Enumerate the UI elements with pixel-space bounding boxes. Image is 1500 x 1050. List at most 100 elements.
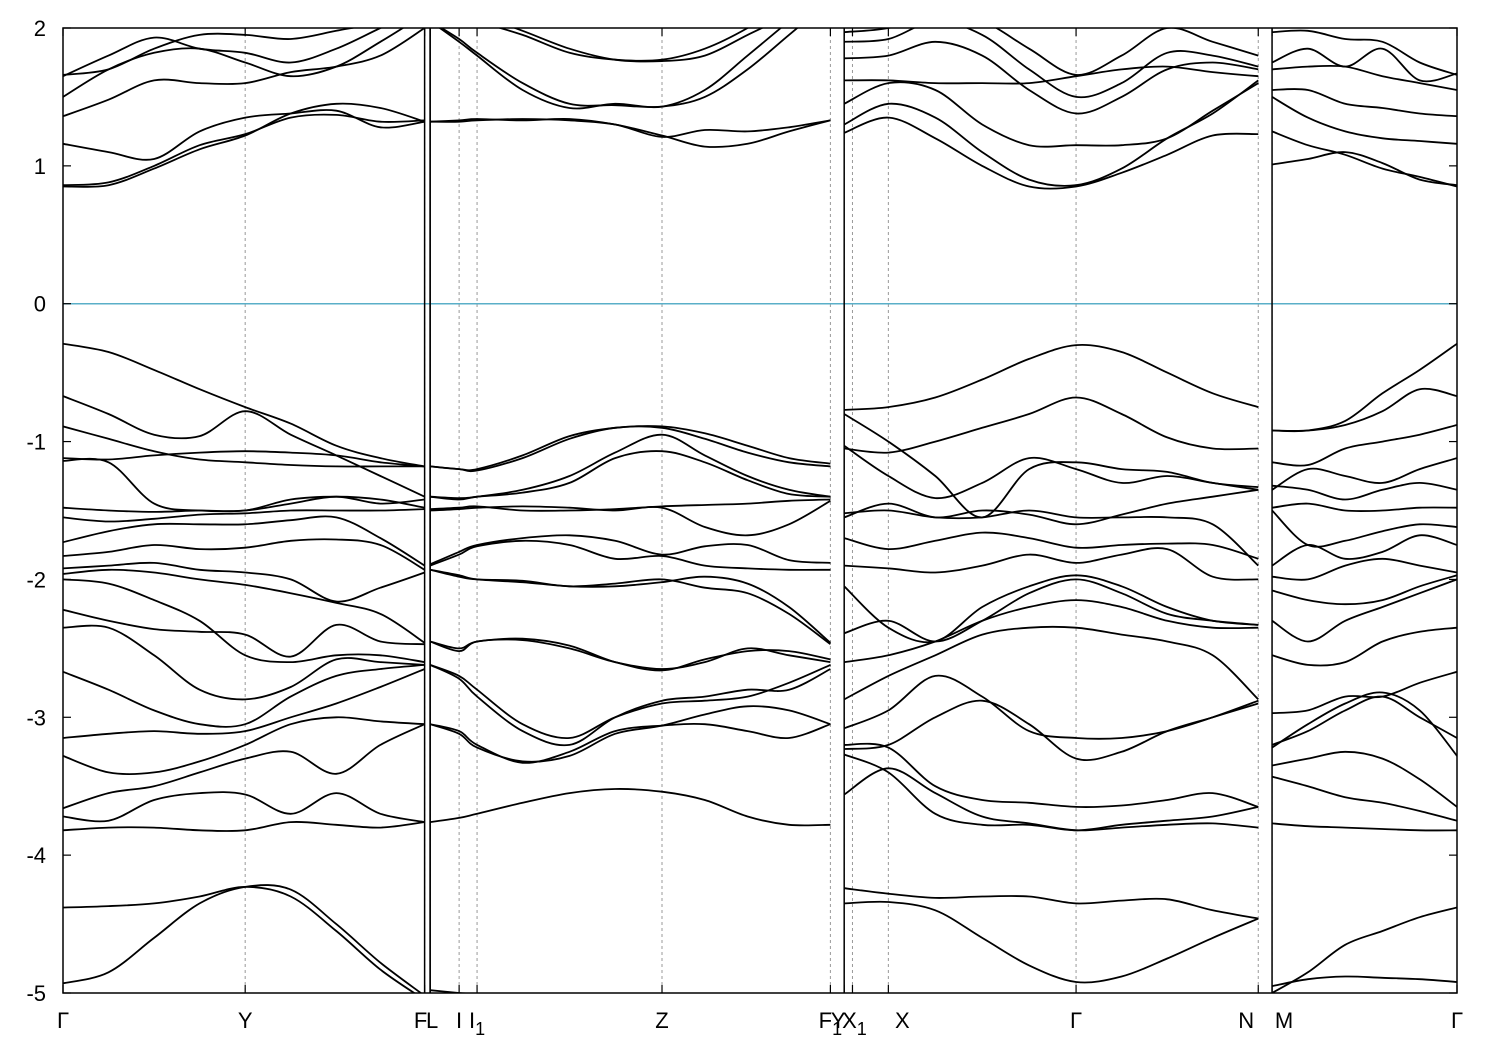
plot-frame: [62, 27, 1458, 994]
band-line-seg1-17: [430, 425, 831, 472]
band-line-seg3-0: [1271, 975, 1457, 987]
band-line-seg2-19: [843, 116, 1259, 190]
band-line-seg3-25: [1271, 47, 1457, 83]
band-line-seg1-6: [429, 638, 831, 670]
band-line-seg0-17: [63, 457, 425, 513]
band-line-seg0-22: [63, 113, 425, 187]
band-line-seg2-9: [843, 578, 1259, 643]
x-tick-label: Γ: [57, 1008, 69, 1033]
band-line-seg2-17: [844, 396, 1259, 454]
band-line-seg1-8: [429, 568, 831, 644]
band-line-seg0-1: [63, 886, 416, 993]
x-tick-label: Γ: [1451, 1008, 1463, 1033]
x-tick-label: Z: [655, 1008, 668, 1033]
band-line-seg0-6: [63, 668, 425, 739]
x-tick-label: X: [895, 1008, 910, 1033]
band-line-seg3-1: [1271, 906, 1457, 993]
band-line-seg1-3: [429, 722, 831, 764]
y-tick-label: -3: [26, 705, 46, 730]
x-tick-label: X1: [842, 1008, 867, 1039]
band-line-seg3-16: [1271, 457, 1457, 491]
band-line-seg3-15: [1271, 482, 1457, 501]
band-line-seg3-2: [1272, 822, 1457, 832]
band-line-seg2-15: [843, 444, 1259, 500]
band-line-seg2-4: [844, 742, 1259, 808]
band-line-seg2-5: [844, 699, 1259, 762]
band-line-seg0-12: [63, 561, 425, 603]
y-tick-label: -5: [26, 981, 46, 1006]
band-line-seg3-17: [1272, 424, 1457, 467]
band-line-seg1-13: [430, 498, 831, 512]
band-line-seg2-7: [843, 625, 1259, 701]
band-line-seg0-10: [63, 578, 425, 663]
band-line-seg0-8: [63, 624, 425, 701]
band-line-seg2-14: [843, 488, 1259, 526]
band-lines: [63, 28, 1457, 993]
band-line-seg2-20: [843, 79, 1259, 187]
band-line-seg3-9: [1271, 578, 1457, 643]
band-line-seg1-1: [429, 788, 831, 827]
band-line-seg0-20: [63, 395, 425, 498]
y-tick-label: -1: [26, 430, 46, 455]
band-line-seg1-5: [429, 664, 831, 739]
band-line-seg0-27: [63, 28, 383, 78]
band-line-seg3-10: [1271, 574, 1457, 606]
y-tick-label: 0: [34, 292, 46, 317]
band-line-seg1-16: [430, 425, 831, 473]
band-line-seg2-18: [844, 343, 1259, 411]
band-line-seg0-21: [63, 342, 425, 468]
x-tick-label: N: [1238, 1008, 1254, 1033]
band-line-seg3-14: [1271, 502, 1457, 513]
y-tick-label: 1: [34, 154, 46, 179]
band-line-seg0-0: [63, 884, 423, 993]
band-line-seg0-7: [63, 664, 425, 728]
y-tick-label: -4: [26, 843, 46, 868]
band-line-seg1-21: [439, 28, 799, 108]
band-line-seg1-9: [429, 568, 831, 645]
x-tick-label: L: [426, 1008, 438, 1033]
path-discontinuities: [423, 28, 1273, 993]
band-line-seg1-2: [429, 705, 831, 763]
band-line-seg3-21: [1271, 130, 1457, 188]
band-line-seg3-22: [1271, 96, 1457, 145]
x-tick-label: M: [1275, 1008, 1293, 1033]
band-line-seg2-3: [843, 753, 1259, 832]
x-tick-label: Y: [238, 1008, 253, 1033]
band-line-seg0-24: [63, 109, 425, 161]
x-tick-label: Γ: [1070, 1008, 1082, 1033]
band-line-seg2-25: [844, 28, 1259, 76]
band-line-seg2-2: [843, 767, 1259, 832]
band-line-seg0-15: [63, 508, 425, 523]
band-line-seg3-18: [1272, 387, 1457, 432]
band-line-seg3-11: [1272, 557, 1457, 581]
band-line-seg2-10: [843, 574, 1259, 644]
band-line-seg1-12: [430, 500, 831, 537]
band-line-seg2-16: [843, 413, 1259, 519]
band-line-seg1-18: [430, 117, 831, 148]
band-line-seg2-21: [843, 81, 1259, 148]
band-line-seg1-15: [430, 450, 831, 501]
band-line-seg2-24: [844, 28, 1259, 99]
band-line-seg3-8: [1271, 626, 1457, 667]
band-line-seg3-20: [1271, 151, 1457, 187]
band-line-seg3-26: [1272, 29, 1457, 76]
y-tick-label: 2: [34, 16, 46, 41]
band-line-seg2-8: [844, 599, 1259, 663]
band-line-seg2-6: [843, 674, 1259, 740]
band-line-seg3-24: [1272, 64, 1457, 91]
band-line-seg3-4: [1271, 750, 1457, 808]
band-line-seg3-19: [1272, 342, 1457, 433]
band-line-seg2-13: [844, 509, 1259, 567]
band-line-seg0-4: [63, 723, 425, 810]
x-tick-label: Y: [831, 1008, 846, 1033]
band-line-seg1-11: [429, 534, 831, 566]
band-line-seg0-16: [63, 495, 425, 513]
band-line-seg0-9: [63, 608, 425, 658]
band-line-seg1-23: [512, 28, 765, 63]
band-line-seg0-3: [63, 791, 425, 823]
band-line-seg3-5: [1271, 695, 1457, 746]
band-line-seg0-19: [63, 425, 425, 468]
band-line-seg3-23: [1272, 88, 1457, 118]
